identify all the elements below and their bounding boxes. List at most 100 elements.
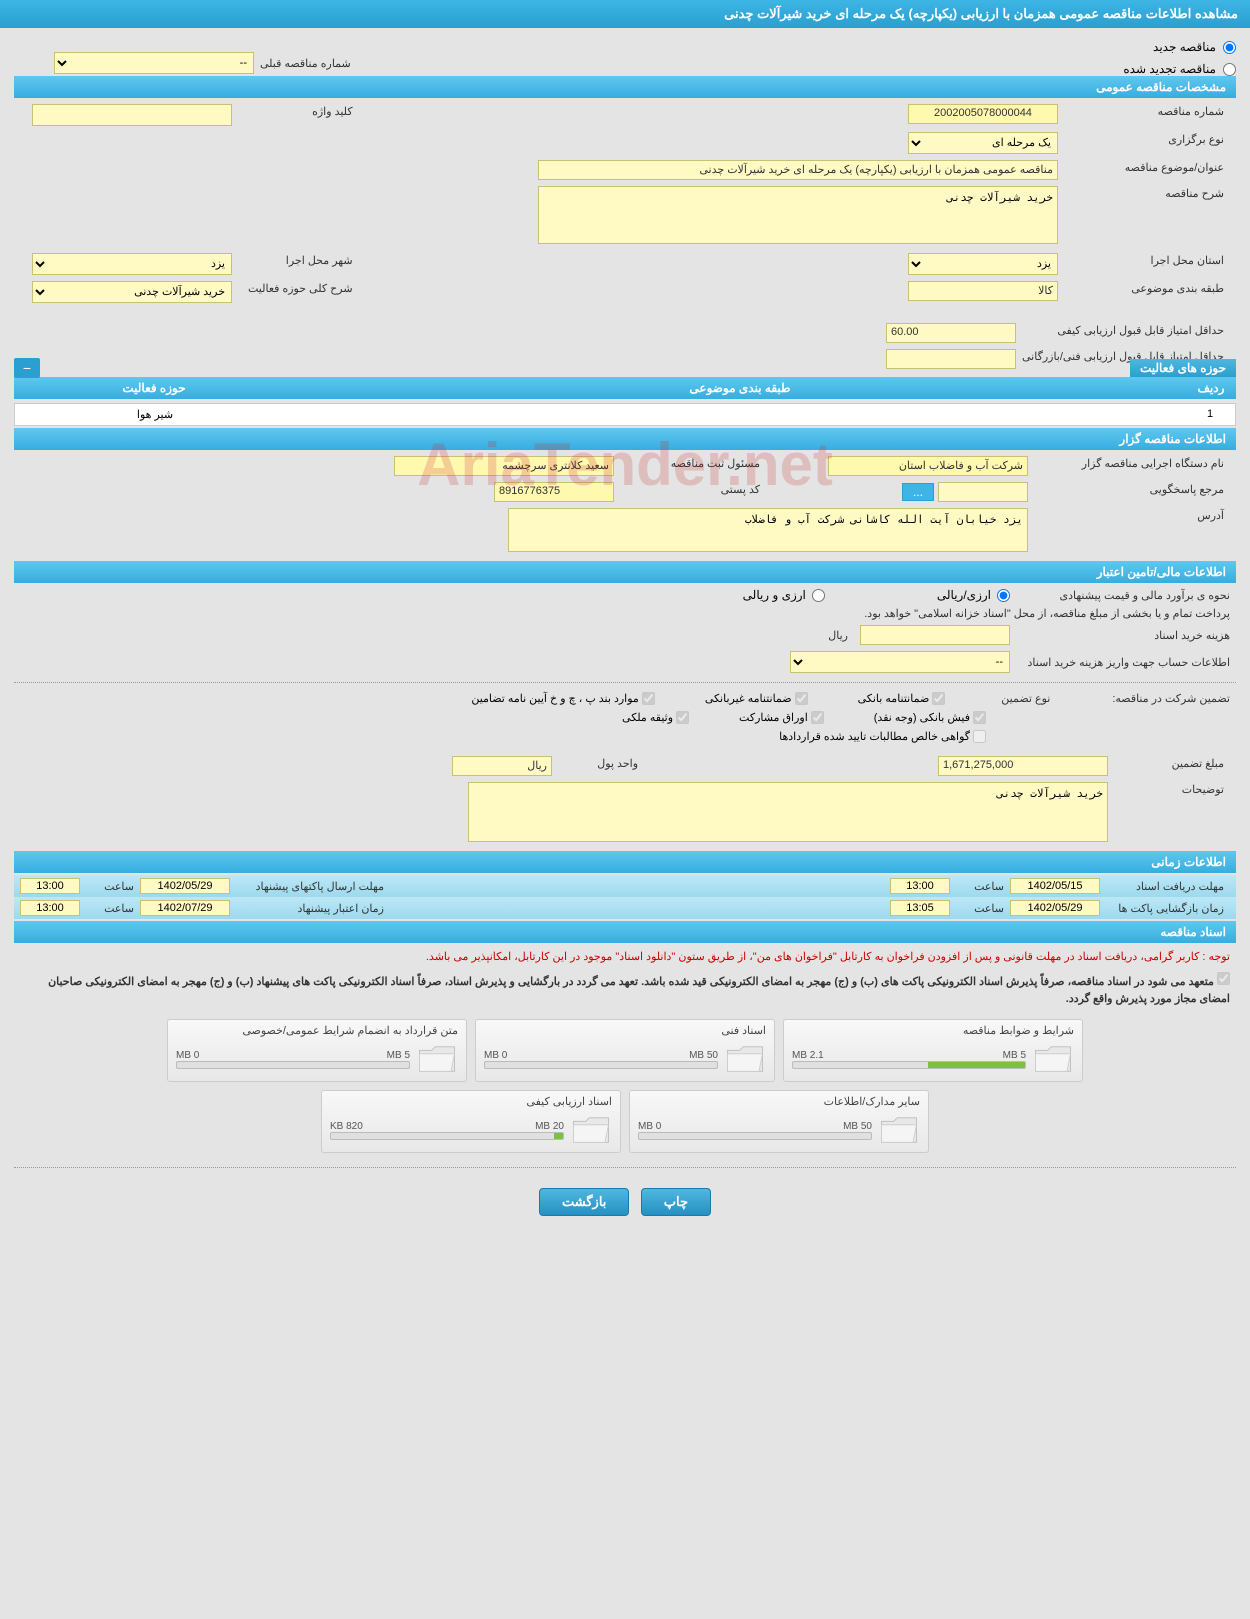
cb-nonbank-label: ضمانتنامه غیربانکی <box>705 692 792 705</box>
address-textarea[interactable] <box>508 508 1028 552</box>
file-card[interactable]: متن قرارداد به انضمام شرایط عمومی/خصوصی5… <box>167 1019 467 1082</box>
min-qual-label: حداقل امتیاز قابل قبول ارزیابی کیفی <box>1051 325 1230 337</box>
cb-bond-label: موارد بند پ ، چ و خ آیین نامه تضامین <box>471 692 638 705</box>
activities-header-wrap: ردیف طبقه بندی موضوعی حوزه فعالیت <box>14 377 1236 399</box>
org-label: نام دستگاه اجرایی مناقصه گزار <box>1076 458 1230 470</box>
cb-claims[interactable] <box>973 730 986 743</box>
file-title: متن قرارداد به انضمام شرایط عمومی/خصوصی <box>176 1024 458 1041</box>
treasury-note: پرداخت تمام و یا بخشی از مبلغ مناقصه، از… <box>14 605 1236 622</box>
city-select[interactable]: یزد <box>32 253 232 275</box>
estimate-row: نحوه ی برآورد مالی و قیمت پیشنهادی ارزی/… <box>14 585 1236 605</box>
topic-cat-value: کالا <box>908 281 1058 301</box>
collapse-button[interactable]: − <box>14 358 40 378</box>
valid-date: 1402/07/29 <box>140 900 230 916</box>
file-card[interactable]: اسناد ارزیابی کیفی20 MB820 KB <box>321 1090 621 1153</box>
section-docs: اسناد مناقصه <box>14 921 1236 943</box>
timing-row-1: مهلت دریافت اسناد 1402/05/15 ساعت 13:00 … <box>14 875 1236 897</box>
explain-textarea[interactable] <box>468 782 1108 842</box>
progress-bar <box>484 1061 718 1069</box>
open-time-label: ساعت <box>950 902 1010 915</box>
keyword-value[interactable] <box>32 104 232 126</box>
cb-property[interactable] <box>676 711 689 724</box>
explain-label: توضیحات <box>1176 784 1230 796</box>
cb-nonbank[interactable] <box>795 692 808 705</box>
file-card[interactable]: اسناد فنی 50 MB 0 MB <box>475 1019 775 1082</box>
send-date: 1402/05/29 <box>140 878 230 894</box>
topic-cat-label: طبقه بندی موضوعی <box>1125 283 1230 295</box>
doc-cost-value[interactable] <box>860 625 1010 645</box>
progress-bar <box>792 1061 1026 1069</box>
ref-value[interactable] <box>938 482 1028 502</box>
ref-lookup-button[interactable]: ... <box>902 483 934 501</box>
receive-label: مهلت دریافت اسناد <box>1100 880 1230 893</box>
ref-label: مرجع پاسخگویی <box>1144 484 1230 496</box>
file-total: 50 MB <box>843 1121 872 1132</box>
section-financial: اطلاعات مالی/تامین اعتبار <box>14 561 1236 583</box>
desc-textarea[interactable] <box>538 186 1058 244</box>
print-button[interactable]: چاپ <box>641 1188 711 1216</box>
amount-value[interactable]: 1,671,275,000 <box>938 756 1108 776</box>
radio-fx[interactable] <box>812 589 825 602</box>
cb-bank[interactable] <box>932 692 945 705</box>
file-title: اسناد فنی <box>484 1024 766 1041</box>
table-row: 1 شیر هوا <box>14 403 1236 426</box>
cell-num: 1 <box>1185 404 1235 425</box>
file-used: 0 MB <box>484 1050 507 1061</box>
radio-rial-label: ارزی/ریالی <box>937 588 991 602</box>
radio-renewed-tender-label: مناقصه تجدید شده <box>1123 62 1216 76</box>
radio-rial[interactable] <box>997 589 1010 602</box>
file-title: سایر مدارک/اطلاعات <box>638 1095 920 1112</box>
org-value: شرکت آب و فاضلاب استان <box>828 456 1028 476</box>
timing-row-2: زمان بازگشایی پاکت ها 1402/05/29 ساعت 13… <box>14 897 1236 919</box>
file-used: 2.1 MB <box>792 1050 824 1061</box>
cell-act: شیر هوا <box>15 404 295 425</box>
postal-label: کد پستی <box>715 484 766 496</box>
city-label: شهر محل اجرا <box>280 255 359 267</box>
receive-time: 13:00 <box>890 878 950 894</box>
progress-bar <box>176 1061 410 1069</box>
radio-new-tender[interactable] <box>1223 41 1236 54</box>
min-qual-value[interactable]: 60.00 <box>886 323 1016 343</box>
file-used: 0 MB <box>176 1050 199 1061</box>
cb-bond[interactable] <box>642 692 655 705</box>
unit-label: واحد پول <box>591 758 644 770</box>
file-used: 0 MB <box>638 1121 661 1132</box>
keyword-label: کلید واژه <box>306 106 358 118</box>
number-value: 2002005078000044 <box>908 104 1058 124</box>
progress-bar <box>330 1132 564 1140</box>
radio-fx-label: ارزی و ریالی <box>743 588 806 602</box>
folder-icon <box>1032 1041 1074 1077</box>
file-title: اسناد ارزیابی کیفی <box>330 1095 612 1112</box>
back-button[interactable]: بازگشت <box>539 1188 629 1216</box>
docs-bold-note: متعهد می شود در اسناد مناقصه، صرفاً پذیر… <box>14 970 1236 1011</box>
open-time: 13:05 <box>890 900 950 916</box>
file-total: 50 MB <box>689 1050 718 1061</box>
type-select[interactable]: یک مرحله ای <box>908 132 1058 154</box>
province-select[interactable]: یزد <box>908 253 1058 275</box>
main-content: مناقصه جدید مناقصه تجدید شده شماره مناقص… <box>0 28 1250 1238</box>
file-card[interactable]: شرایط و ضوابط مناقصه 5 MB 2.1 MB <box>783 1019 1083 1082</box>
address-label: آدرس <box>1191 510 1230 522</box>
account-select[interactable]: -- <box>790 651 1010 673</box>
cb-stock[interactable] <box>811 711 824 724</box>
cb-fish[interactable] <box>973 711 986 724</box>
province-label: استان محل اجرا <box>1145 255 1230 267</box>
prev-number-select[interactable]: -- <box>54 52 254 74</box>
activities-title: حوزه های فعالیت <box>1130 359 1236 377</box>
valid-time-label: ساعت <box>80 902 140 915</box>
doc-cost-unit: ریال <box>822 629 854 642</box>
estimate-label: نحوه ی برآورد مالی و قیمت پیشنهادی <box>1016 589 1236 602</box>
radio-renewed-tender[interactable] <box>1223 63 1236 76</box>
open-date: 1402/05/29 <box>1010 900 1100 916</box>
guarantee-row-1: تضمین شرکت در مناقصه: نوع تضمین ضمانتنام… <box>14 689 1236 708</box>
cb-docs-note <box>1217 972 1230 985</box>
file-total: 5 MB <box>1003 1050 1026 1061</box>
resp-value: سعید کلانتری سرچشمه <box>394 456 614 476</box>
file-card[interactable]: سایر مدارک/اطلاعات 50 MB 0 MB <box>629 1090 929 1153</box>
amount-label: مبلغ تضمین <box>1166 758 1230 770</box>
file-title: شرایط و ضوابط مناقصه <box>792 1024 1074 1041</box>
title-value[interactable]: مناقصه عمومی همزمان با ارزیابی (یکپارچه)… <box>538 160 1058 180</box>
holder-table: نام دستگاه اجرایی مناقصه گزار شرکت آب و … <box>14 452 1236 559</box>
activity-desc-select[interactable]: خرید شیرآلات چدنی <box>32 281 232 303</box>
postal-value: 8916776375 <box>494 482 614 502</box>
